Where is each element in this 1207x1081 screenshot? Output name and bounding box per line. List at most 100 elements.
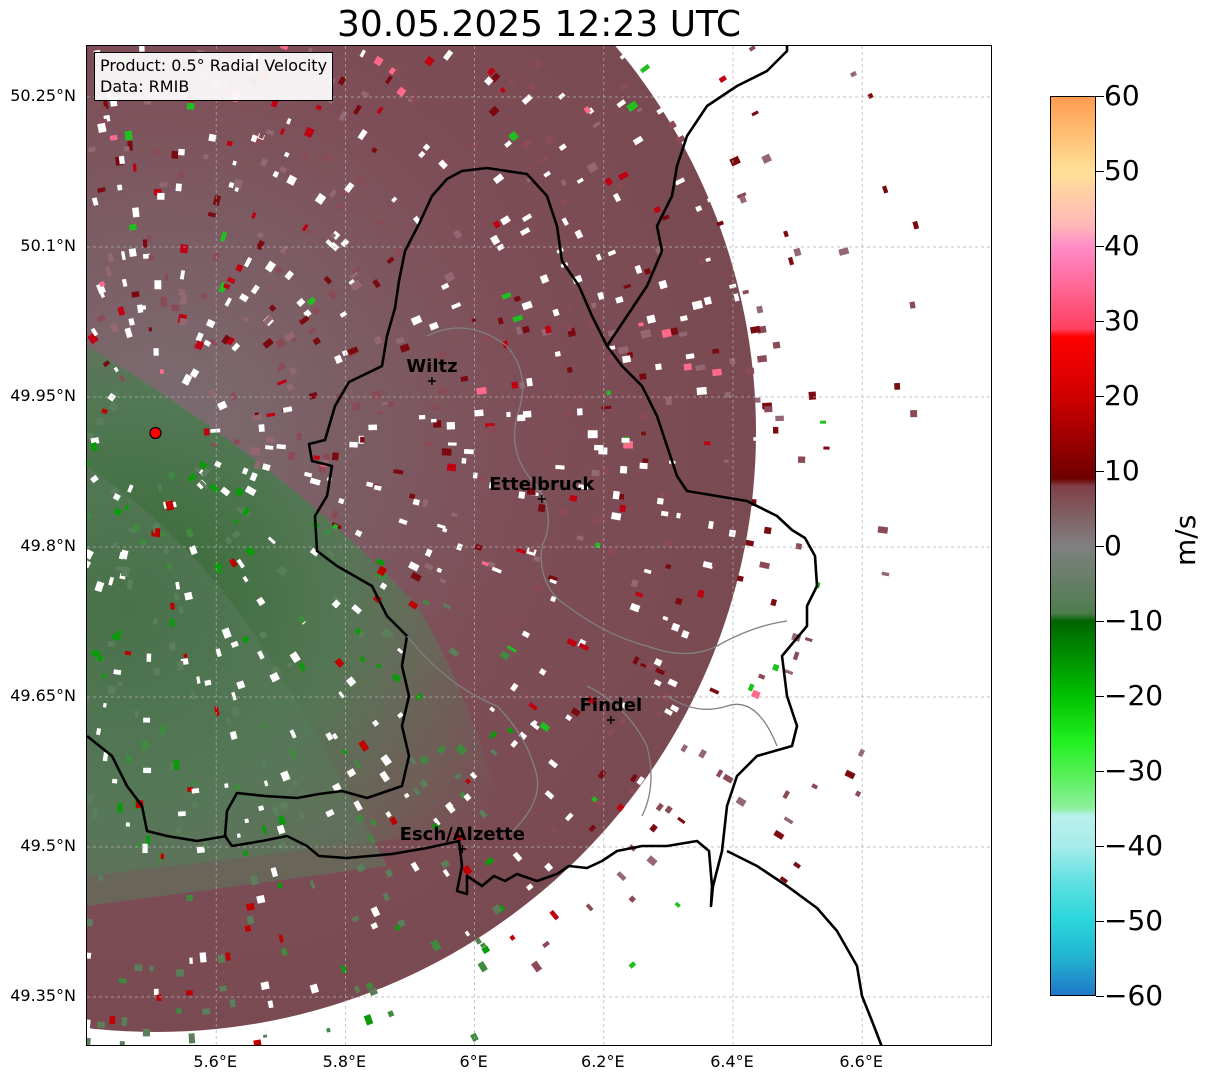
velocity-pixel: [128, 223, 137, 231]
velocity-pixel: [284, 330, 296, 342]
velocity-pixel: [109, 134, 118, 141]
velocity-pixel: [282, 406, 293, 413]
velocity-pixel: [594, 444, 604, 451]
velocity-pixel: [615, 296, 624, 304]
velocity-pixel: [664, 708, 673, 716]
velocity-pixel: [697, 589, 705, 598]
velocity-pixel: [176, 660, 185, 671]
velocity-pixel: [729, 155, 741, 167]
velocity-pixel: [159, 182, 168, 188]
radar-site-marker[interactable]: [149, 426, 162, 440]
velocity-pixel: [87, 432, 94, 440]
germany-east-border: [605, 46, 789, 347]
velocity-pixel: [334, 354, 343, 365]
velocity-pixel: [215, 475, 222, 482]
velocity-pixel: [332, 733, 339, 740]
velocity-pixel: [680, 630, 690, 639]
velocity-pixel: [143, 717, 151, 723]
velocity-pixel: [309, 547, 320, 557]
velocity-pixel: [169, 618, 175, 628]
velocity-pixel: [246, 915, 255, 925]
velocity-pixel: [655, 802, 664, 812]
velocity-pixel: [323, 528, 332, 537]
velocity-pixel: [278, 801, 289, 811]
city-label: Wiltz: [406, 356, 457, 377]
velocity-pixel: [639, 373, 647, 380]
velocity-pixel: [501, 291, 512, 300]
velocity-pixel: [325, 239, 334, 247]
velocity-pixel: [715, 769, 724, 778]
map-title: 30.05.2025 12:23 UTC: [336, 4, 742, 45]
velocity-pixel: [353, 759, 362, 769]
velocity-pixel: [120, 566, 131, 578]
velocity-pixel: [264, 260, 277, 273]
velocity-pixel: [175, 827, 183, 834]
velocity-pixel: [332, 782, 342, 792]
velocity-pixel: [136, 304, 144, 313]
velocity-pixel: [301, 223, 309, 232]
velocity-pixel: [112, 541, 118, 548]
velocity-pixel: [649, 823, 658, 833]
velocity-pixel: [508, 76, 517, 85]
city-markers: Wiltz Ettelbruck Findel Esch/Alzette: [400, 356, 642, 853]
velocity-pixel: [95, 727, 102, 736]
velocity-field: [87, 46, 756, 1032]
velocity-pixel: [660, 510, 669, 517]
velocity-pixel: [617, 346, 629, 355]
velocity-pixel: [90, 327, 99, 337]
velocity-pixel: [236, 506, 245, 514]
velocity-pixel: [296, 432, 302, 441]
velocity-pixel: [317, 465, 327, 474]
velocity-pixel: [113, 366, 119, 373]
velocity-pixel: [506, 411, 511, 418]
velocity-pixel: [271, 665, 282, 676]
velocity-pixel: [437, 744, 447, 754]
velocity-pixel: [733, 293, 740, 302]
colorbar-tick-label: −20: [1104, 679, 1164, 712]
velocity-pixel: [634, 591, 644, 598]
velocity-pixel: [329, 189, 337, 198]
velocity-pixel: [424, 562, 434, 571]
velocity-pixel: [357, 631, 366, 639]
velocity-pixel: [522, 325, 530, 334]
velocity-pixel: [686, 723, 693, 730]
lat-tick-label: 49.95°N: [10, 386, 76, 405]
velocity-pixel: [379, 582, 388, 590]
velocity-pixel: [664, 805, 673, 814]
velocity-pixel: [628, 895, 637, 903]
velocity-pixel: [96, 314, 106, 323]
velocity-pixel: [616, 803, 625, 812]
velocity-pixel: [177, 170, 186, 179]
velocity-pixel: [528, 546, 535, 553]
velocity-pixel: [270, 867, 279, 878]
velocity-pixel: [557, 92, 566, 100]
velocity-pixel: [257, 650, 265, 660]
velocity-pixel: [711, 562, 718, 568]
velocity-pixel: [334, 657, 345, 668]
velocity-pixel: [326, 1027, 331, 1033]
velocity-pixel: [260, 981, 270, 991]
velocity-pixel: [460, 375, 469, 382]
radar-map[interactable]: Wiltz Ettelbruck Findel Esch/Alzette: [87, 46, 992, 1046]
velocity-pixel: [175, 969, 185, 977]
velocity-pixel: [189, 545, 198, 556]
velocity-pixel: [616, 182, 623, 191]
city-cross-icon: [427, 377, 436, 385]
velocity-pixel: [226, 140, 233, 147]
velocity-pixel: [118, 978, 127, 984]
velocity-pixel: [217, 954, 226, 964]
velocity-pixel: [173, 759, 180, 770]
velocity-pixel: [487, 561, 496, 569]
velocity-pixel: [376, 565, 388, 577]
velocity-pixel: [750, 689, 761, 700]
map-area[interactable]: Wiltz Ettelbruck Findel Esch/Alzette: [86, 45, 992, 1046]
velocity-pixel: [87, 512, 92, 520]
velocity-pixel: [109, 1015, 116, 1025]
lon-tick-label: 5.6°E: [193, 1052, 237, 1071]
velocity-pixel: [481, 560, 489, 567]
velocity-pixel: [163, 548, 169, 554]
velocity-pixel: [774, 786, 782, 793]
velocity-pixel: [754, 397, 761, 403]
velocity-pixel: [451, 302, 462, 310]
velocity-pixel: [461, 864, 473, 876]
